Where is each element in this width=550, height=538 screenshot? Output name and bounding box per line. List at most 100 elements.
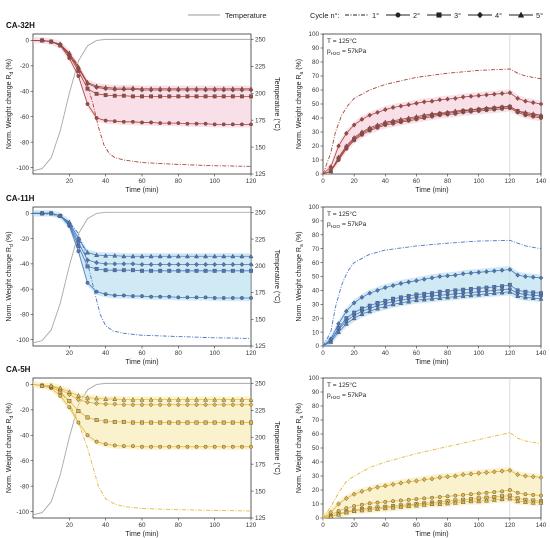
series-line: [322, 239, 542, 347]
y-tick-label: -60: [20, 458, 30, 465]
legend-cycle-label: 5°: [536, 11, 543, 20]
data-point: [499, 104, 505, 109]
y2-tick-label: 125: [255, 343, 266, 350]
y-tick-label: 0: [25, 38, 29, 45]
data-point: [185, 444, 190, 449]
data-point: [57, 213, 63, 218]
x-tick-label: 80: [444, 522, 452, 529]
data-point: [538, 275, 544, 281]
data-point: [166, 85, 172, 91]
data-point: [531, 290, 536, 295]
data-point: [103, 84, 109, 90]
data-point: [336, 329, 342, 335]
data-point: [130, 420, 135, 425]
y-tick-label: 60: [312, 431, 320, 438]
data-point: [460, 293, 466, 298]
data-point: [343, 321, 349, 326]
data-point: [507, 488, 512, 492]
data-point: [375, 506, 380, 511]
y-axis-label-main: Norm. Weight change R: [6, 75, 13, 150]
y-tick-label: 80: [312, 59, 320, 66]
data-point: [515, 95, 521, 101]
condition-temperature: T = 125°C: [327, 381, 357, 389]
data-point: [175, 261, 181, 268]
data-point: [437, 97, 443, 103]
data-point: [429, 476, 435, 482]
data-point: [203, 420, 208, 425]
data-point: [76, 249, 81, 254]
y2-tick-label: 250: [255, 210, 266, 217]
data-point: [523, 473, 528, 479]
data-point: [230, 85, 236, 91]
data-point: [103, 396, 109, 401]
data-point: [121, 396, 127, 402]
y-tick-label: 70: [312, 246, 320, 253]
data-point: [112, 268, 117, 273]
series-line: [32, 383, 252, 512]
y-tick-label: 0: [315, 343, 319, 350]
y2-tick-label: 200: [255, 434, 266, 441]
data-point: [437, 110, 443, 116]
y-tick-label: 80: [312, 403, 320, 410]
data-point: [430, 291, 434, 296]
data-point: [406, 294, 411, 298]
data-point: [248, 85, 254, 91]
adsorption-panel-2: 0 20 40 60 80 100 120 140 0 10 20 30 40 50 60 70 80 90 100…: [296, 204, 547, 366]
y-tick-label: -80: [20, 312, 30, 319]
y-tick-label: 90: [312, 389, 320, 396]
data-point: [148, 253, 154, 259]
data-point: [406, 479, 412, 485]
y-axis-label: Norm. Weight change Ra (%): [296, 403, 305, 493]
desorption-panel-3: 20 40 60 80 100 120 0 -20 -40 -60 -80 -100 Time (min…: [6, 365, 281, 538]
data-point: [445, 294, 451, 300]
data-point: [139, 85, 145, 91]
data-point: [221, 253, 227, 259]
data-point: [103, 292, 108, 297]
data-point: [103, 268, 108, 273]
data-point: [221, 261, 227, 268]
x-axis-label: Time (min): [415, 359, 448, 366]
data-point: [149, 420, 154, 425]
data-point: [515, 272, 521, 278]
data-point: [130, 261, 136, 267]
data-point: [239, 402, 245, 408]
data-point: [176, 268, 181, 273]
data-point: [445, 96, 450, 102]
series-cycle-1: [322, 239, 542, 347]
y-axis-label-sub: a: [299, 72, 305, 75]
data-point: [343, 509, 349, 515]
data-point: [130, 253, 136, 259]
data-point: [75, 393, 81, 398]
data-point: [139, 261, 145, 268]
y-axis-label: Norm. Weight change Rd (%): [6, 403, 15, 493]
data-point: [94, 252, 100, 257]
data-point: [48, 382, 54, 388]
series-cycle-5: [33, 210, 254, 259]
data-point: [507, 282, 512, 287]
y2-tick-label: 175: [255, 461, 266, 468]
data-point: [367, 501, 372, 506]
data-point: [413, 297, 419, 303]
data-point: [167, 94, 172, 99]
data-point: [429, 98, 435, 104]
y-tick-label: 30: [312, 302, 320, 309]
data-point: [239, 444, 244, 449]
data-point: [94, 91, 99, 96]
y-tick-label: 60: [312, 87, 320, 94]
data-point: [491, 268, 497, 274]
data-point: [112, 261, 118, 267]
data-point: [351, 491, 357, 497]
data-point: [359, 507, 365, 513]
legend-cycle-marker: [395, 12, 401, 18]
y2-tick-label: 125: [255, 515, 266, 522]
data-point: [507, 90, 513, 96]
data-point: [239, 253, 245, 259]
data-point: [359, 306, 364, 311]
x-tick-label: 60: [413, 350, 421, 357]
condition-pressure: pH2O = 57kPa: [327, 392, 367, 400]
data-point: [230, 122, 235, 127]
data-point: [406, 503, 412, 509]
data-point: [390, 301, 396, 307]
x-tick-label: 20: [351, 178, 359, 185]
x-tick-label: 20: [66, 522, 74, 529]
